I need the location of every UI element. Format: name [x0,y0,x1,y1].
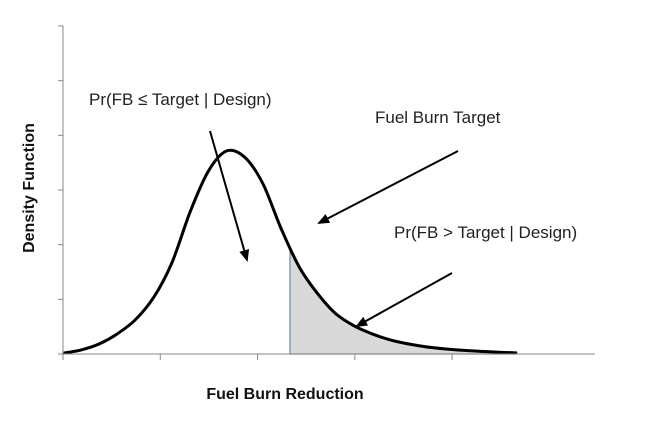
x-axis-title: Fuel Burn Reduction [206,386,363,403]
x-axis-ticks [62,354,453,360]
y-axis-ticks [58,25,63,355]
fuel-burn-target-annotation: Fuel Burn Target [375,108,501,127]
lower-probability-arrow [209,130,250,262]
upper-probability-annotation: Pr(FB > Target | Design) [394,223,577,242]
y-axis-title: Density Function [21,123,38,253]
density-curve [62,148,518,355]
lower-probability-annotation: Pr(FB ≤ Target | Design) [89,90,272,109]
target-arrow [317,150,459,224]
upper-probability-arrow [355,272,453,327]
plot-layer [62,148,518,355]
axes [58,25,595,360]
